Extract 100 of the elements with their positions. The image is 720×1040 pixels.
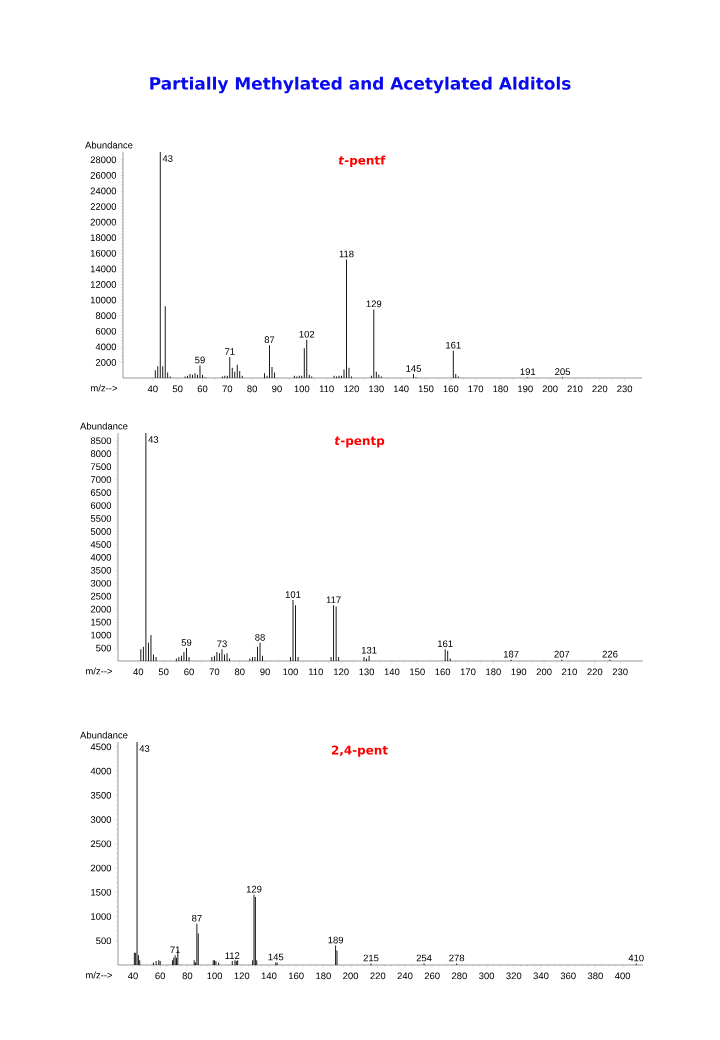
x-tick-label: 180: [486, 668, 501, 676]
y-tick-label: 16000: [90, 249, 117, 257]
x-tick-label: 80: [182, 972, 193, 980]
annotation: 59: [181, 639, 192, 646]
chart-title: t-pentp: [334, 436, 385, 448]
annotation: 71: [225, 348, 235, 355]
annotation: 102: [299, 330, 315, 338]
y-tick-label: 1500: [91, 888, 112, 896]
x-tick-label: 60: [197, 385, 208, 393]
y-tick-label: 4000: [90, 767, 112, 775]
x-axis-title: m/z-->: [86, 667, 113, 675]
x-tick-label: 50: [172, 385, 183, 393]
chart-title: 2,4-pent: [331, 745, 388, 757]
annotation: 187: [503, 650, 519, 658]
x-tick-label: 220: [587, 668, 603, 676]
annotation: 215: [363, 954, 379, 962]
y-tick-label: 3000: [90, 579, 112, 587]
x-tick-label: 260: [424, 972, 440, 980]
x-tick-label: 150: [410, 668, 425, 676]
x-tick-label: 100: [207, 972, 223, 980]
annotation: 191: [520, 368, 536, 376]
x-tick-label: 360: [560, 972, 576, 980]
y-tick-label: 3500: [90, 791, 112, 799]
x-tick-label: 70: [209, 668, 220, 676]
x-tick-label: 230: [612, 668, 628, 676]
x-tick-label: 160: [435, 668, 451, 676]
x-tick-label: 170: [468, 385, 484, 393]
x-tick-label: 100: [283, 668, 298, 676]
annotation: 410: [628, 954, 644, 962]
y-tick-label: 500: [96, 644, 112, 652]
y-tick-label: 10000: [90, 296, 117, 304]
y-tick-label: 500: [96, 937, 112, 945]
annotation: 129: [366, 300, 382, 308]
annotation: 131: [361, 646, 377, 654]
annotation: 73: [217, 640, 227, 648]
x-tick-label: 40: [147, 385, 158, 393]
y-tick-label: 3000: [90, 816, 112, 823]
y-tick-label: 4000: [95, 343, 117, 351]
chart-title: Partially Methylated and Acetylated Alditols: [150, 76, 571, 94]
y-tick-label: 8000: [90, 450, 112, 458]
annotation: 87: [264, 336, 275, 344]
y-tick-label: 18000: [90, 234, 117, 242]
y-tick-label: 24000: [90, 187, 117, 195]
x-tick-label: 70: [222, 385, 233, 393]
y-tick-label: 2000: [95, 359, 117, 366]
x-tick-label: 170: [460, 668, 476, 676]
x-tick-label: 80: [234, 668, 245, 676]
x-tick-label: 120: [344, 385, 359, 393]
annotation: 205: [555, 368, 571, 376]
y-tick-label: 22000: [90, 203, 117, 210]
y-tick-label: 5500: [90, 515, 112, 522]
y-tick-label: 5000: [90, 528, 112, 535]
x-tick-label: 40: [133, 668, 144, 676]
y-tick-label: 6000: [95, 327, 117, 335]
y-tick-label: 4500: [90, 541, 112, 548]
annotation: 145: [406, 365, 422, 372]
x-axis-title: m/z-->: [86, 971, 113, 979]
annotation: 71: [170, 946, 180, 954]
x-axis-title: m/z-->: [91, 384, 118, 392]
x-tick-label: 180: [316, 972, 331, 980]
x-tick-label: 100: [294, 385, 310, 393]
x-tick-label: 150: [418, 385, 434, 393]
annotation: 145: [268, 953, 284, 961]
y-tick-label: 2000: [90, 864, 112, 872]
y-tick-label: 7500: [90, 463, 112, 471]
y-tick-label: 4500: [90, 743, 112, 751]
annotation: 43: [148, 436, 159, 443]
annotation: 129: [246, 885, 262, 893]
x-tick-label: 200: [542, 385, 558, 393]
x-tick-label: 80: [247, 385, 258, 393]
x-tick-label: 320: [506, 972, 522, 980]
annotation: 254: [416, 954, 432, 962]
y-tick-label: 1000: [91, 913, 112, 920]
annotation: 43: [162, 155, 173, 162]
y-tick-label: 6000: [90, 502, 112, 509]
x-tick-label: 230: [617, 385, 633, 393]
y-tick-label: 14000: [90, 265, 117, 273]
y-axis-title: Abundance: [80, 731, 128, 739]
x-tick-label: 60: [184, 668, 194, 676]
annotation: 43: [139, 745, 150, 752]
x-tick-label: 200: [343, 972, 359, 980]
annotation: 112: [225, 952, 240, 959]
annotation: 278: [449, 954, 465, 962]
x-tick-label: 380: [587, 972, 603, 980]
annotation: 189: [328, 936, 344, 944]
x-tick-label: 120: [334, 668, 349, 676]
annotation: 88: [255, 633, 265, 641]
annotation: 207: [554, 650, 570, 658]
x-tick-label: 110: [319, 385, 334, 393]
y-tick-label: 2000: [90, 605, 112, 613]
x-tick-label: 60: [155, 972, 166, 980]
y-axis-title: Abundance: [80, 422, 128, 430]
x-tick-label: 120: [234, 972, 250, 980]
x-tick-label: 130: [359, 668, 375, 676]
x-tick-label: 340: [533, 972, 549, 980]
x-tick-label: 140: [393, 385, 409, 393]
annotation: 161: [446, 341, 461, 349]
annotation: 59: [195, 356, 205, 364]
annotation: 161: [438, 640, 453, 648]
x-tick-label: 160: [289, 972, 304, 980]
